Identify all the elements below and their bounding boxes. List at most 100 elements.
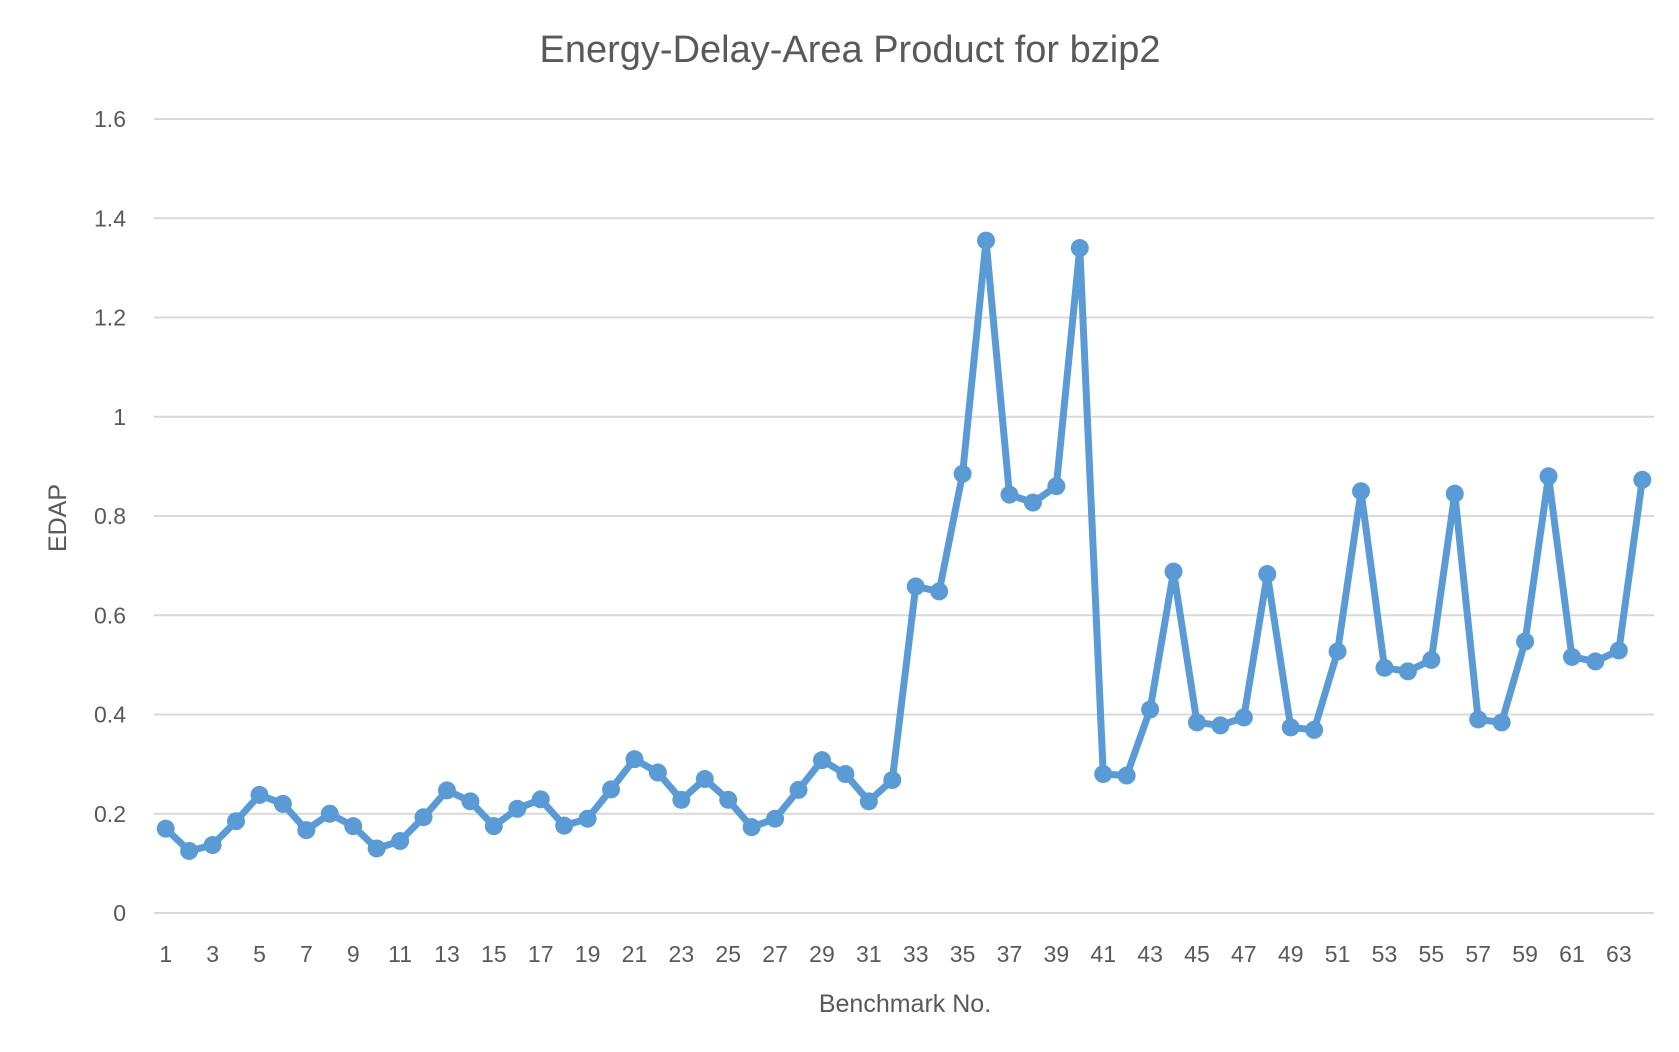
data-point [437, 781, 456, 800]
x-tick-label: 47 [1231, 941, 1257, 967]
data-point [1258, 565, 1277, 584]
data-point [742, 818, 761, 837]
data-point [672, 790, 691, 809]
data-point [578, 809, 597, 828]
chart-title: Energy-Delay-Area Product for bzip2 [540, 29, 1161, 71]
x-tick-label: 13 [434, 941, 460, 967]
data-point [1047, 477, 1066, 496]
data-point [1234, 708, 1253, 727]
data-point [836, 765, 855, 784]
data-point [1000, 485, 1019, 504]
y-tick-label: 0.2 [94, 801, 126, 827]
x-tick-label: 41 [1090, 941, 1116, 967]
x-tick-label: 59 [1512, 941, 1538, 967]
x-tick-label: 17 [528, 941, 554, 967]
x-tick-label: 9 [347, 941, 360, 967]
x-tick-label: 39 [1044, 941, 1070, 967]
x-tick-label: 25 [715, 941, 741, 967]
data-point [766, 809, 785, 828]
x-tick-label: 35 [950, 941, 976, 967]
x-tick-label: 55 [1419, 941, 1445, 967]
data-point [625, 750, 644, 769]
data-point [1094, 765, 1113, 784]
data-point [1141, 700, 1160, 719]
y-tick-label: 0.8 [94, 503, 126, 529]
data-point [508, 799, 527, 818]
data-point [1375, 658, 1394, 677]
y-tick-label: 0 [113, 900, 126, 926]
data-point [1469, 710, 1488, 729]
data-point [461, 792, 480, 811]
y-tick-label: 0.6 [94, 602, 126, 628]
x-axis-ticks: 1 3 5 7 9 11 13 15 17 19 21 23 25 27 29 31 33 35 37 39 41 43 4… [159, 941, 1631, 967]
x-tick-label: 37 [997, 941, 1023, 967]
data-point [1070, 239, 1089, 258]
data-point [719, 790, 738, 809]
data-point [1492, 713, 1511, 732]
data-point [859, 792, 878, 811]
x-tick-label: 11 [388, 941, 412, 967]
x-tick-label: 7 [300, 941, 313, 967]
data-point [227, 812, 246, 831]
x-tick-label: 27 [762, 941, 788, 967]
x-axis-label: Benchmark No. [819, 990, 991, 1018]
data-point [1352, 482, 1371, 501]
y-tick-label: 0.4 [94, 702, 126, 728]
data-point [344, 817, 363, 836]
data-point [414, 808, 433, 827]
y-axis-ticks: 0 0.2 0.4 0.6 0.8 1 1.2 1.4 1.6 [94, 106, 126, 926]
x-tick-label: 1 [159, 941, 172, 967]
data-point [1187, 713, 1206, 732]
series-edap [156, 231, 1652, 860]
data-point [812, 751, 831, 770]
x-tick-label: 33 [903, 941, 929, 967]
x-tick-label: 15 [481, 941, 507, 967]
data-point [484, 817, 503, 836]
series-line [162, 237, 1646, 855]
data-point [883, 771, 902, 790]
x-tick-label: 5 [253, 941, 266, 967]
gridlines [154, 118, 1654, 914]
x-tick-label: 31 [856, 941, 882, 967]
x-tick-label: 61 [1559, 941, 1585, 967]
data-point [1305, 720, 1324, 739]
x-tick-label: 3 [206, 941, 219, 967]
y-tick-label: 1.6 [94, 106, 126, 132]
data-point [1281, 718, 1300, 737]
data-point [789, 780, 808, 799]
data-point [555, 816, 574, 835]
data-point [156, 819, 175, 838]
data-point [1516, 632, 1535, 651]
y-tick-label: 1.4 [94, 205, 126, 231]
data-point [1211, 716, 1230, 735]
data-point [320, 804, 339, 823]
data-point [391, 832, 410, 851]
x-tick-label: 53 [1372, 941, 1398, 967]
data-point [695, 770, 714, 789]
data-point [1539, 467, 1558, 486]
x-tick-label: 63 [1606, 941, 1632, 967]
y-axis-label: EDAP [44, 484, 72, 552]
data-point [1164, 562, 1183, 581]
data-point [1023, 493, 1042, 512]
x-tick-label: 57 [1465, 941, 1491, 967]
data-point [297, 821, 316, 840]
y-tick-label: 1.2 [94, 305, 126, 331]
data-point [1422, 650, 1441, 669]
data-point [1117, 766, 1136, 785]
data-point [930, 582, 949, 601]
data-point [250, 785, 269, 804]
data-point [1633, 470, 1652, 489]
x-tick-label: 51 [1325, 941, 1351, 967]
y-tick-label: 1 [113, 404, 126, 430]
x-tick-label: 21 [622, 941, 648, 967]
data-point [977, 231, 996, 250]
data-point [180, 841, 199, 860]
data-point [648, 763, 667, 782]
data-point [1445, 484, 1464, 503]
data-point [602, 780, 621, 799]
data-point [1586, 652, 1605, 671]
x-tick-label: 45 [1184, 941, 1210, 967]
